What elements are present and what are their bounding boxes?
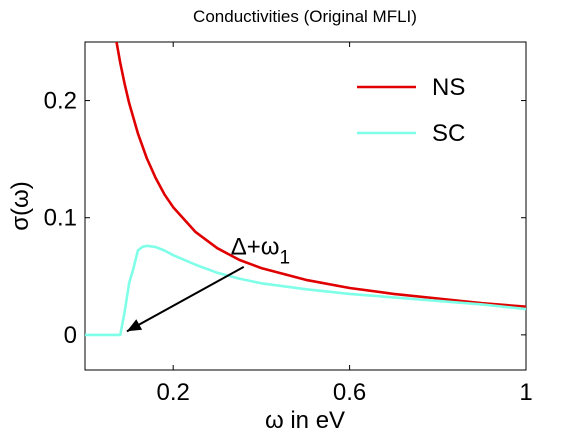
chart-title: Conductivities (Original MFLI) [193, 7, 417, 26]
y-axis-label: σ(ω) [7, 181, 34, 231]
y-tick-label: 0 [64, 322, 77, 349]
x-tick-label: 0.2 [157, 379, 190, 406]
x-tick-label: 1 [519, 379, 532, 406]
annotation-subscript: 1 [280, 248, 291, 269]
plot-area [84, 41, 527, 371]
x-axis-label: ω in eV [265, 407, 345, 434]
x-tick-label: 0.6 [333, 379, 366, 406]
legend-label-ns: NS [432, 74, 465, 101]
series-lines [85, 42, 526, 337]
annotation-arrow-head [126, 319, 143, 332]
ticks: 0.2 0.6 1 0 0.1 0.2 [44, 42, 533, 406]
axes-frame [84, 41, 527, 371]
y-tick-label: 0.1 [44, 205, 77, 232]
y-tick-label: 0.2 [44, 88, 77, 115]
legend: NS SC [357, 74, 465, 147]
series-line-ns [115, 42, 526, 308]
series-line-sc [85, 244, 526, 337]
legend-label-sc: SC [432, 120, 465, 147]
annotation-arrow-shaft [126, 266, 245, 333]
